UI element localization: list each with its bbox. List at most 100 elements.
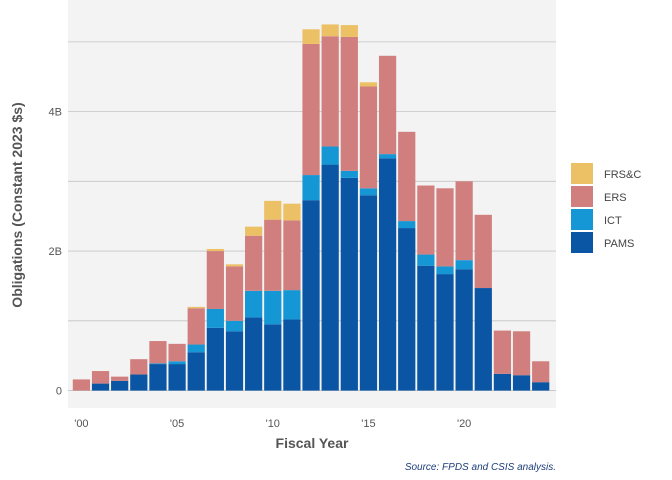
bar-segment — [359, 195, 378, 391]
bar-segment — [321, 24, 339, 37]
bar-segment — [532, 361, 550, 383]
bar-segment — [398, 131, 416, 222]
bar-segment — [455, 260, 473, 270]
bar-segment — [187, 306, 205, 309]
bar-segment — [436, 188, 454, 267]
bar-segment — [340, 25, 358, 37]
bar-segment — [245, 226, 263, 236]
bar-segment — [91, 383, 110, 391]
bar-segment — [493, 373, 512, 391]
bar-segment — [474, 214, 492, 289]
bar-segment — [359, 82, 378, 87]
bar-segment — [206, 251, 224, 309]
legend: FRS&C ERS ICT PAMS — [571, 163, 641, 253]
bar-segment — [111, 380, 129, 391]
bar-segment — [130, 374, 148, 391]
bar-segment — [283, 220, 301, 291]
bar-segment — [321, 146, 339, 165]
bar-segment — [378, 154, 397, 159]
legend-swatch — [571, 163, 593, 184]
bar-segment — [91, 371, 110, 384]
bar-segment — [417, 185, 435, 255]
bar-segment — [264, 290, 282, 325]
y-tick-label: 0 — [56, 386, 62, 398]
bar-segment — [417, 254, 435, 266]
bar-segment — [149, 364, 167, 391]
bar-segment — [130, 359, 148, 375]
y-tick-label: 2B — [49, 246, 62, 258]
bar-segment — [187, 344, 205, 353]
bar-segment — [474, 288, 492, 391]
legend-label: FRS&C — [604, 169, 641, 181]
bar-segment — [340, 36, 358, 171]
bar-segment — [225, 266, 244, 321]
bars — [72, 24, 550, 391]
bar-segment — [340, 177, 358, 391]
x-tick-labels: '00 '05 '10 '15 '20 — [74, 418, 471, 430]
bar-segment — [302, 29, 320, 44]
bar-segment — [302, 43, 320, 176]
bar-segment — [302, 175, 320, 201]
bar-segment — [187, 352, 205, 391]
bar-segment — [321, 164, 339, 391]
bar-segment — [283, 290, 301, 320]
bar-segment — [206, 327, 224, 391]
bar-segment — [455, 269, 473, 391]
bar-segment — [149, 363, 167, 365]
bar-segment — [225, 264, 244, 267]
bar-segment — [398, 221, 416, 229]
bar-segment — [168, 364, 186, 391]
bar-segment — [225, 320, 244, 332]
legend-swatch — [571, 186, 593, 207]
y-axis-title: Obligations (Constant 2023 $s) — [9, 102, 25, 307]
bar-segment — [149, 341, 167, 364]
bar-segment — [436, 274, 454, 391]
bar-segment — [264, 324, 282, 391]
bar-segment — [168, 343, 186, 362]
bar-segment — [168, 361, 186, 365]
bar-segment — [398, 228, 416, 391]
bar-segment — [378, 158, 397, 391]
bar-segment — [436, 266, 454, 275]
bar-segment — [359, 86, 378, 189]
legend-swatch — [571, 232, 593, 253]
bar-segment — [245, 290, 263, 318]
x-tick-label: '20 — [457, 418, 471, 430]
bar-segment — [187, 308, 205, 345]
bar-segment — [378, 55, 397, 155]
bar-segment — [225, 331, 244, 391]
y-tick-label: 4B — [49, 107, 62, 119]
x-tick-label: '15 — [361, 418, 375, 430]
source-caption: Source: FPDS and CSIS analysis. — [405, 462, 556, 473]
bar-segment — [245, 235, 263, 291]
bar-segment — [340, 170, 358, 178]
bar-segment — [283, 319, 301, 391]
bar-segment — [321, 36, 339, 147]
x-tick-label: '00 — [74, 418, 88, 430]
legend-label: ICT — [604, 215, 622, 227]
y-tick-labels: 0 2B 4B — [49, 107, 62, 398]
bar-segment — [359, 188, 378, 196]
bar-segment — [264, 200, 282, 220]
bar-segment — [72, 379, 91, 391]
bar-segment — [417, 265, 435, 391]
legend-label: ERS — [604, 192, 627, 204]
bar-segment — [493, 330, 512, 374]
x-axis-title: Fiscal Year — [276, 435, 349, 451]
bar-segment — [111, 376, 129, 381]
legend-label: PAMS — [604, 238, 634, 250]
bar-segment — [302, 200, 320, 391]
bar-segment — [264, 219, 282, 291]
bar-segment — [283, 203, 301, 221]
x-tick-label: '05 — [170, 418, 184, 430]
bar-segment — [512, 375, 531, 391]
legend-swatch — [571, 209, 593, 230]
bar-segment — [455, 181, 473, 261]
x-tick-label: '10 — [266, 418, 280, 430]
bar-segment — [245, 317, 263, 391]
bar-segment — [512, 331, 531, 376]
bar-segment — [206, 308, 224, 328]
bar-segment — [206, 248, 224, 252]
bar-segment — [532, 382, 550, 391]
